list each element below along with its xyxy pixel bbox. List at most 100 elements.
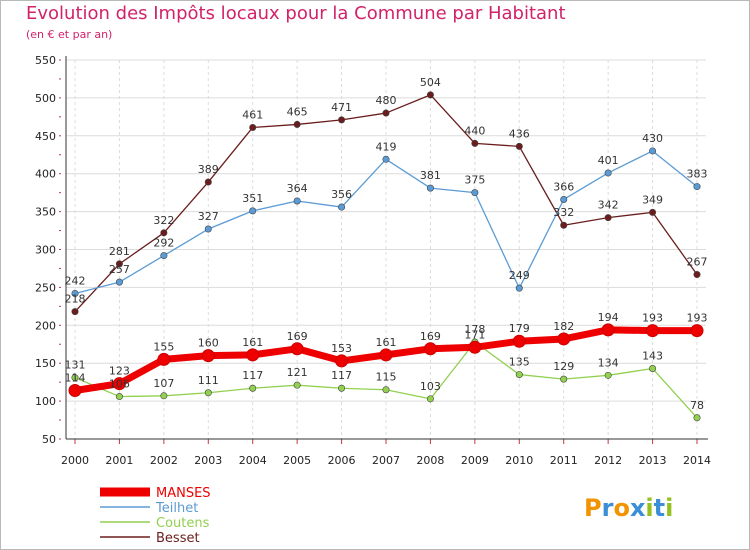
data-point-coutens — [338, 384, 346, 392]
data-label-besset: 504 — [420, 76, 441, 89]
data-point-teilhet — [426, 184, 434, 192]
data-point-teilhet — [515, 284, 523, 292]
x-tick-label: 2002 — [150, 454, 178, 467]
data-label-coutens: 115 — [376, 371, 397, 384]
data-point-manses — [112, 377, 126, 391]
y-tick-label: 50 — [42, 433, 56, 446]
data-point-manses — [423, 342, 437, 356]
data-label-coutens: 107 — [153, 377, 174, 390]
data-label-manses: 169 — [287, 330, 308, 343]
data-label-teilhet: 366 — [553, 180, 574, 193]
data-label-besset: 480 — [376, 94, 397, 107]
data-point-teilhet — [649, 147, 657, 155]
data-point-manses — [646, 324, 660, 338]
data-point-besset — [649, 208, 657, 216]
x-tick-label: 2011 — [550, 454, 578, 467]
data-label-manses: 161 — [242, 336, 263, 349]
chart-subtitle: (en € et par an) — [26, 28, 113, 41]
data-point-teilhet — [71, 289, 79, 297]
x-tick-label: 2000 — [61, 454, 89, 467]
logo-letter: x — [630, 494, 646, 522]
data-label-besset: 322 — [153, 214, 174, 227]
data-label-besset: 267 — [687, 256, 708, 269]
x-tick-label: 2013 — [639, 454, 667, 467]
y-tick-label: 500 — [35, 92, 56, 105]
data-point-teilhet — [382, 155, 390, 163]
data-label-besset: 461 — [242, 108, 263, 121]
data-label-teilhet: 375 — [464, 174, 485, 187]
data-point-besset — [249, 123, 257, 131]
data-point-coutens — [382, 386, 390, 394]
data-label-teilhet: 249 — [509, 269, 530, 282]
data-point-teilhet — [604, 169, 612, 177]
logo-text: Proxiti — [584, 494, 673, 522]
data-label-manses: 182 — [553, 320, 574, 333]
chart-title: Evolution des Impôts locaux pour la Comm… — [26, 3, 566, 24]
data-label-coutens: 121 — [287, 366, 308, 379]
data-point-manses — [68, 383, 82, 397]
data-point-besset — [604, 214, 612, 222]
data-label-teilhet: 356 — [331, 188, 352, 201]
y-tick-label: 450 — [35, 130, 56, 143]
data-label-coutens: 129 — [553, 360, 574, 373]
data-label-coutens: 78 — [690, 399, 704, 412]
data-point-coutens — [115, 393, 123, 401]
x-tick-label: 2008 — [416, 454, 444, 467]
data-point-teilhet — [160, 252, 168, 260]
data-label-coutens: 111 — [198, 374, 219, 387]
data-label-manses: 193 — [687, 312, 708, 325]
data-label-besset: 436 — [509, 127, 530, 140]
x-tick-label: 2012 — [594, 454, 622, 467]
y-tick-label: 200 — [35, 319, 56, 332]
x-tick-label: 2005 — [283, 454, 311, 467]
data-point-teilhet — [471, 189, 479, 197]
logo-letter: o — [613, 494, 630, 522]
data-label-besset: 465 — [287, 105, 308, 118]
data-label-besset: 281 — [109, 245, 130, 258]
data-point-teilhet — [115, 278, 123, 286]
data-point-teilhet — [204, 225, 212, 233]
data-label-besset: 349 — [642, 193, 663, 206]
data-label-teilhet: 292 — [153, 237, 174, 250]
y-tick-label: 350 — [35, 206, 56, 219]
data-point-manses — [157, 352, 171, 366]
data-point-manses — [468, 340, 482, 354]
data-label-coutens: 103 — [420, 380, 441, 393]
x-tick-label: 2007 — [372, 454, 400, 467]
data-point-coutens — [604, 371, 612, 379]
data-point-teilhet — [293, 197, 301, 205]
data-label-teilhet: 242 — [65, 274, 86, 287]
data-label-manses: 123 — [109, 365, 130, 378]
data-point-coutens — [293, 381, 301, 389]
data-point-besset — [160, 229, 168, 237]
logo-letter: P — [584, 494, 602, 522]
data-point-besset — [71, 308, 79, 316]
data-point-teilhet — [560, 195, 568, 203]
data-point-manses — [690, 324, 704, 338]
data-label-coutens: 135 — [509, 356, 530, 369]
data-label-besset: 440 — [464, 124, 485, 137]
data-point-manses — [246, 348, 260, 362]
legend-label-besset: Besset — [156, 531, 200, 546]
data-label-coutens: 106 — [109, 378, 130, 391]
data-label-manses: 179 — [509, 322, 530, 335]
data-label-besset: 389 — [198, 163, 219, 176]
data-point-besset — [693, 271, 701, 279]
data-point-coutens — [426, 395, 434, 403]
data-label-teilhet: 327 — [198, 210, 219, 223]
y-tick-label: 400 — [35, 168, 56, 181]
data-point-teilhet — [338, 203, 346, 211]
x-tick-label: 2003 — [194, 454, 222, 467]
data-label-manses: 171 — [464, 328, 485, 341]
data-point-besset — [204, 178, 212, 186]
data-label-teilhet: 419 — [376, 140, 397, 153]
data-label-manses: 193 — [642, 312, 663, 325]
data-labels: 114 123 155 160 161 169 153 161 169 171 179 182 194 1… — [65, 76, 708, 412]
legend-label-manses: MANSES — [156, 486, 211, 501]
data-point-besset — [560, 221, 568, 229]
logo-letter: i — [665, 494, 673, 522]
data-point-teilhet — [249, 207, 257, 215]
data-point-coutens — [515, 371, 523, 379]
